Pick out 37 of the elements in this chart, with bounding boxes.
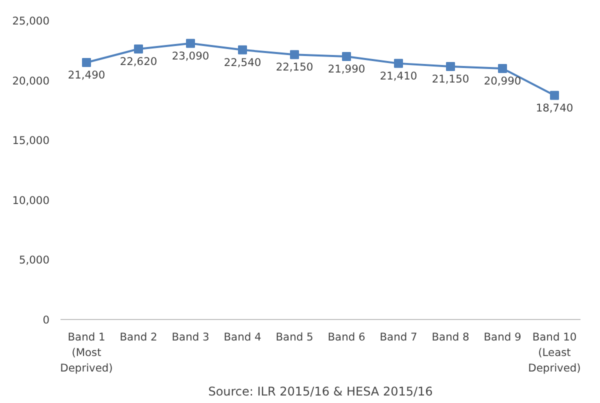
data-label: 22,150 <box>276 60 314 74</box>
point <box>186 38 195 48</box>
source-note: Source: ILR 2015/16 & HESA 2015/16 <box>208 384 433 398</box>
y-tick-label: 15,000 <box>12 134 50 148</box>
point <box>394 58 403 68</box>
x-tick-label: Band 7 <box>380 330 418 344</box>
point <box>342 52 351 61</box>
point <box>550 90 559 100</box>
point <box>238 45 247 54</box>
data-label: 21,150 <box>432 72 470 86</box>
point <box>134 44 143 54</box>
x-tick-label: Band 4 <box>224 330 262 344</box>
data-label: 20,990 <box>484 74 522 88</box>
data-label: 21,990 <box>328 62 366 76</box>
point <box>446 62 455 72</box>
point <box>82 58 91 67</box>
x-tick-label: Band 5 <box>276 330 314 344</box>
y-tick-label: 10,000 <box>12 194 50 207</box>
data-label: 21,410 <box>380 69 418 82</box>
x-tick-label: Band 9 <box>484 330 522 344</box>
y-tick-label: 5,000 <box>18 254 50 267</box>
data-label: 21,490 <box>68 68 106 82</box>
y-tick-label: 25,000 <box>12 14 50 28</box>
point <box>290 50 299 60</box>
y-tick-label: 0 <box>42 314 50 326</box>
point <box>498 64 507 73</box>
x-tick-label: Band 2 <box>120 330 158 344</box>
x-tick-label: Band 3 <box>172 330 210 344</box>
data-label: 22,540 <box>224 56 262 69</box>
x-tick-label: Band 1 (Most Deprived) <box>60 330 113 375</box>
y-tick-label: 20,000 <box>12 74 50 88</box>
x-tick-label: Band 8 <box>432 330 470 344</box>
data-label: 18,740 <box>536 101 574 114</box>
x-tick-label: Band 6 <box>328 330 366 344</box>
x-tick-label: Band 10 (Least Deprived) <box>528 330 581 375</box>
data-label: 23,090 <box>172 49 210 62</box>
data-label: 22,620 <box>120 54 158 68</box>
